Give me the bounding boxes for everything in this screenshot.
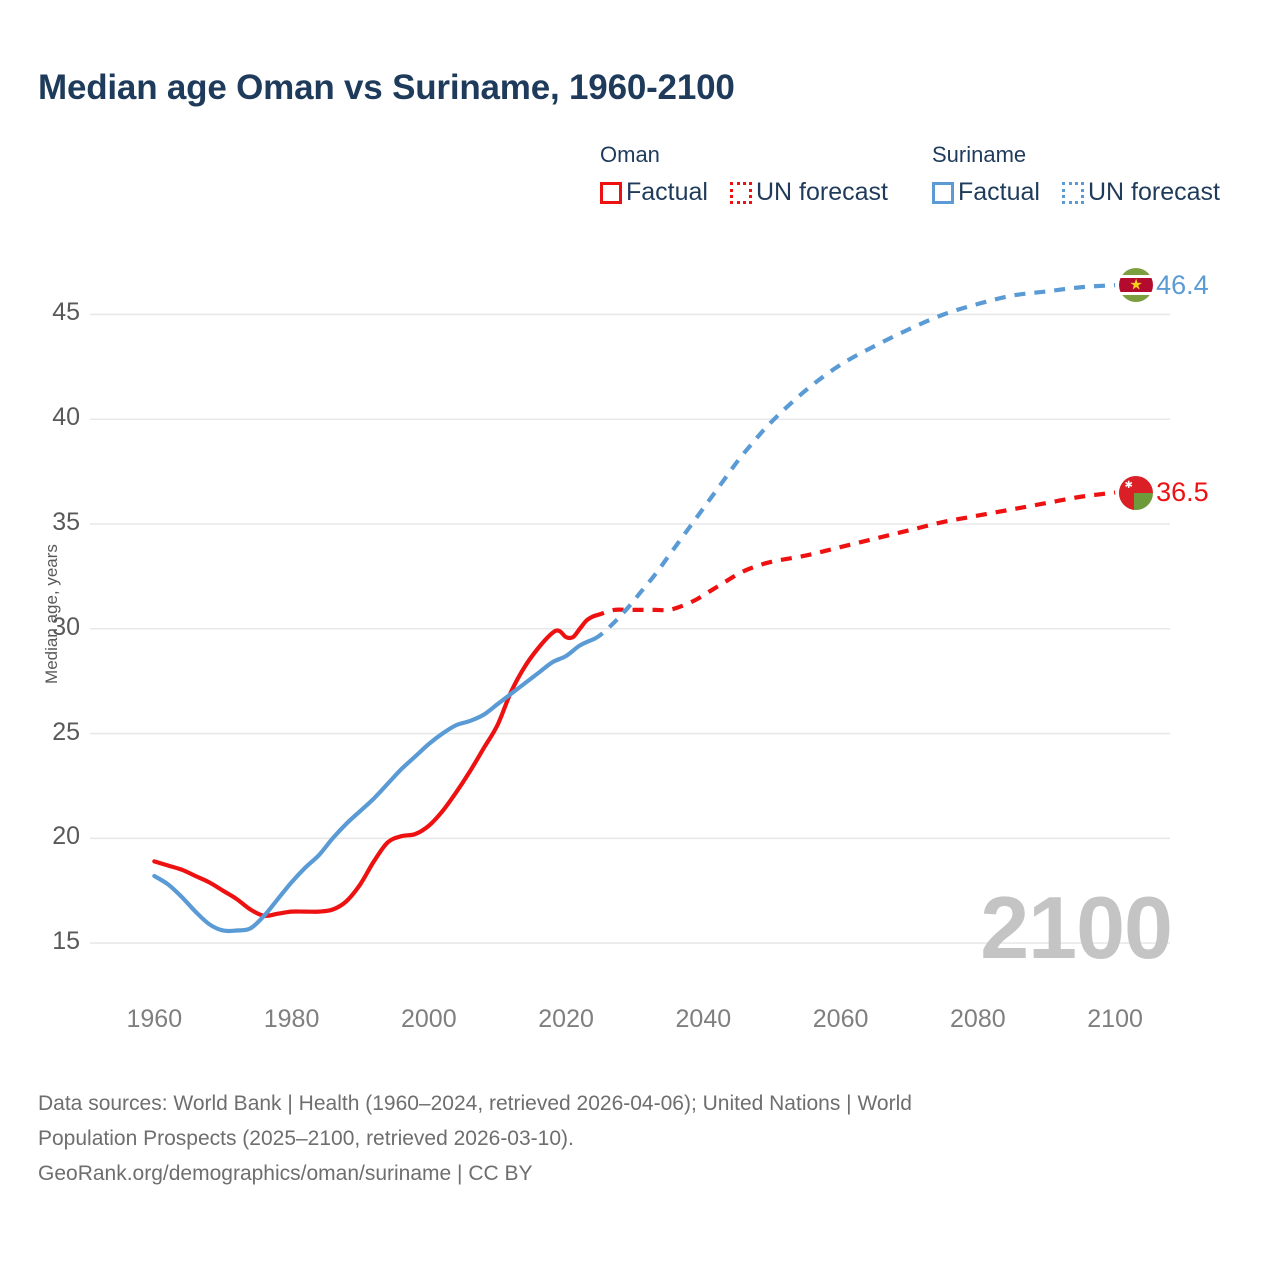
x-tick-label: 2100 (1087, 1005, 1143, 1033)
legend-label-suriname-factual: Factual (958, 178, 1040, 206)
footer-sources: Data sources: World Bank | Health (1960–… (38, 1086, 1198, 1191)
x-tick-label: 2020 (538, 1005, 594, 1033)
footer-line-1: Data sources: World Bank | Health (1960–… (38, 1092, 912, 1115)
line-forecast-oman (592, 490, 1116, 619)
legend-swatch-solid-icon (600, 181, 622, 204)
x-tick-label: 2060 (812, 1005, 869, 1033)
legend-swatch-solid-icon (932, 181, 954, 204)
page-title: Median age Oman vs Suriname, 1960-2100 (38, 68, 735, 107)
legend-group-oman: Oman Factual UN forecast (600, 142, 888, 205)
end-value-oman: 36.5 (1156, 477, 1209, 508)
x-tick-label: 2000 (401, 1005, 457, 1033)
legend-item-suriname-forecast[interactable]: UN forecast (1061, 178, 1220, 206)
footer-line-2: Population Prospects (2025–2100, retriev… (38, 1127, 574, 1150)
gridlines (90, 313, 1170, 944)
y-tick-label: 35 (52, 508, 80, 536)
y-tick-label: 30 (52, 612, 80, 641)
legend-row-oman: Factual UN forecast (600, 180, 888, 205)
legend-label-oman-factual: Factual (626, 178, 708, 206)
x-tick-label: 1980 (263, 1005, 320, 1033)
series-layer (152, 283, 1116, 934)
end-label-suriname: ★ 46.4 (1119, 268, 1209, 303)
footer-line-3: GeoRank.org/demographics/oman/suriname |… (38, 1162, 533, 1185)
x-tick-label: 2040 (675, 1005, 732, 1033)
end-value-suriname: 46.4 (1156, 269, 1209, 300)
y-tick-label: 25 (52, 717, 80, 746)
x-tick-label: 2080 (950, 1005, 1006, 1033)
y-tick-label: 45 (52, 298, 80, 327)
legend-item-suriname-factual[interactable]: Factual (932, 180, 1040, 205)
x-tick-label: 1960 (126, 1005, 183, 1033)
suriname-flag-icon: ★ (1119, 268, 1154, 303)
legend-row-suriname: Factual UN forecast (932, 180, 1220, 205)
end-label-oman: ✱ 36.5 (1119, 475, 1209, 510)
y-tick-label: 15 (52, 927, 80, 956)
y-tick-label: 20 (52, 822, 80, 851)
line-factual-suriname (152, 637, 596, 934)
oman-flag-icon: ✱ (1119, 475, 1154, 510)
legend-swatch-dotted-icon (729, 181, 752, 204)
year-watermark: 2100 (980, 878, 1173, 977)
legend-label-suriname-forecast: UN forecast (1087, 178, 1220, 206)
legend-label-oman-forecast: UN forecast (755, 178, 888, 206)
legend-group-suriname: Suriname Factual UN forecast (932, 142, 1220, 205)
line-forecast-suriname (592, 283, 1116, 642)
legend-country-suriname: Suriname (932, 142, 1027, 167)
legend-item-oman-factual[interactable]: Factual (600, 180, 708, 205)
legend-country-oman: Oman (600, 142, 660, 167)
chart-legend: Oman Factual UN forecast Suriname Factua… (600, 142, 1260, 222)
y-tick-label: 40 (52, 403, 80, 432)
legend-item-oman-forecast[interactable]: UN forecast (729, 178, 888, 206)
line-factual-oman (152, 614, 596, 919)
legend-swatch-dotted-icon (1061, 181, 1084, 204)
